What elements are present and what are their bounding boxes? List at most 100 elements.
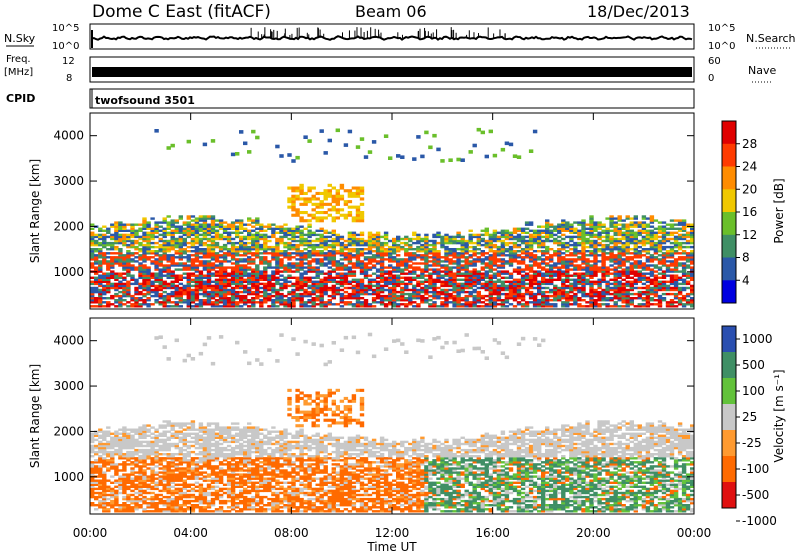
heatmap-cell [452,288,457,292]
heatmap-cell [271,252,276,255]
heatmap-cell [359,191,365,195]
heatmap-cell [166,299,171,302]
heatmap-cell [440,297,445,300]
heatmap-cell [90,286,95,290]
heatmap-cell [537,243,542,247]
heatmap-cell [194,292,200,296]
heatmap-cell [162,303,167,306]
heatmap-cell [291,303,296,306]
heatmap-cell [339,258,345,261]
heatmap-cell [230,248,236,251]
heatmap-cell [383,231,389,234]
heatmap-cell [637,221,642,224]
heatmap-cell [279,274,284,277]
heatmap-cell [255,288,260,292]
heatmap-cell [601,288,606,292]
heatmap-cell [504,231,510,234]
heatmap-cell [307,235,312,239]
heatmap-cell [299,243,304,247]
heatmap-cell [166,248,171,251]
heatmap-cell [174,229,179,232]
heatmap-cell [371,305,377,308]
heatmap-cell [400,241,405,245]
heatmap-cell [106,282,111,286]
heatmap-cell [90,276,95,279]
heatmap-cell [468,272,473,275]
heatmap-cell [146,290,151,294]
heatmap-cell [565,299,570,302]
heatmap-cell [283,270,288,273]
heatmap-cell [206,248,212,251]
heatmap-cell [182,286,187,290]
heatmap-cell [226,254,232,257]
heatmap-cell [621,270,626,273]
heatmap-cell [102,453,107,456]
heatmap-cell [577,250,582,253]
heatmap-cell [307,268,312,271]
heatmap-cell [532,260,538,263]
heatmap-cell [271,258,276,261]
heatmap-cell [98,430,103,433]
heatmap-cell [408,254,413,257]
heatmap-cell [102,239,107,243]
heatmap-cell [299,235,304,239]
heatmap-cell [106,487,111,491]
heatmap-cell [561,282,566,286]
heatmap-cell [464,264,469,267]
heatmap-cell [593,225,598,228]
heatmap-cell [524,241,530,245]
heatmap-cell [158,225,163,228]
heatmap-cell [194,217,200,220]
heatmap-cell [255,227,260,230]
heatmap-cell [206,252,212,255]
heatmap-cell [222,243,228,247]
heatmap-cell [206,266,212,269]
heatmap-cell [335,194,340,198]
heatmap-cell [561,260,566,263]
heatmap-cell [532,301,538,304]
heatmap-cell [690,260,695,263]
heatmap-cell [146,274,151,277]
heatmap-cell [295,239,300,243]
heatmap-cell [94,483,99,486]
heatmap-cell [601,223,606,226]
heatmap-cell [303,243,308,247]
heatmap-cell [110,262,115,265]
heatmap-cell [106,303,111,306]
heatmap-cell [235,152,240,156]
heatmap-cell [263,282,268,286]
heatmap-cell [416,245,421,249]
heatmap-cell [331,278,336,281]
heatmap-cell [436,241,441,245]
heatmap-cell [343,245,349,249]
heatmap-cell [653,233,659,237]
heatmap-cell [625,229,630,232]
heatmap-cell [690,256,695,259]
heatmap-cell [528,243,534,247]
heatmap-cell [307,186,312,190]
heatmap-cell [311,208,316,212]
heatmap-cell [275,245,280,249]
heatmap-cell [210,254,216,257]
heatmap-cell [343,200,349,204]
heatmap-cell [444,256,449,259]
heatmap-cell [343,274,349,277]
heatmap-cell [492,274,498,277]
heatmap-cell [186,303,191,306]
heatmap-cell [653,292,659,296]
heatmap-cell [283,252,288,255]
heatmap-cell [404,297,409,300]
heatmap-cell [279,282,284,286]
heatmap-cell [154,278,159,281]
heatmap-cell [653,235,659,239]
heatmap-cell [210,237,216,241]
heatmap-cell [420,258,425,261]
heatmap-cell [508,297,514,300]
heatmap-cell [98,256,103,259]
heatmap-cell [685,223,691,226]
heatmap-cell [263,290,268,294]
heatmap-cell [412,305,417,308]
heatmap-cell [569,282,574,286]
heatmap-cell [408,288,413,292]
heatmap-cell [110,248,115,251]
